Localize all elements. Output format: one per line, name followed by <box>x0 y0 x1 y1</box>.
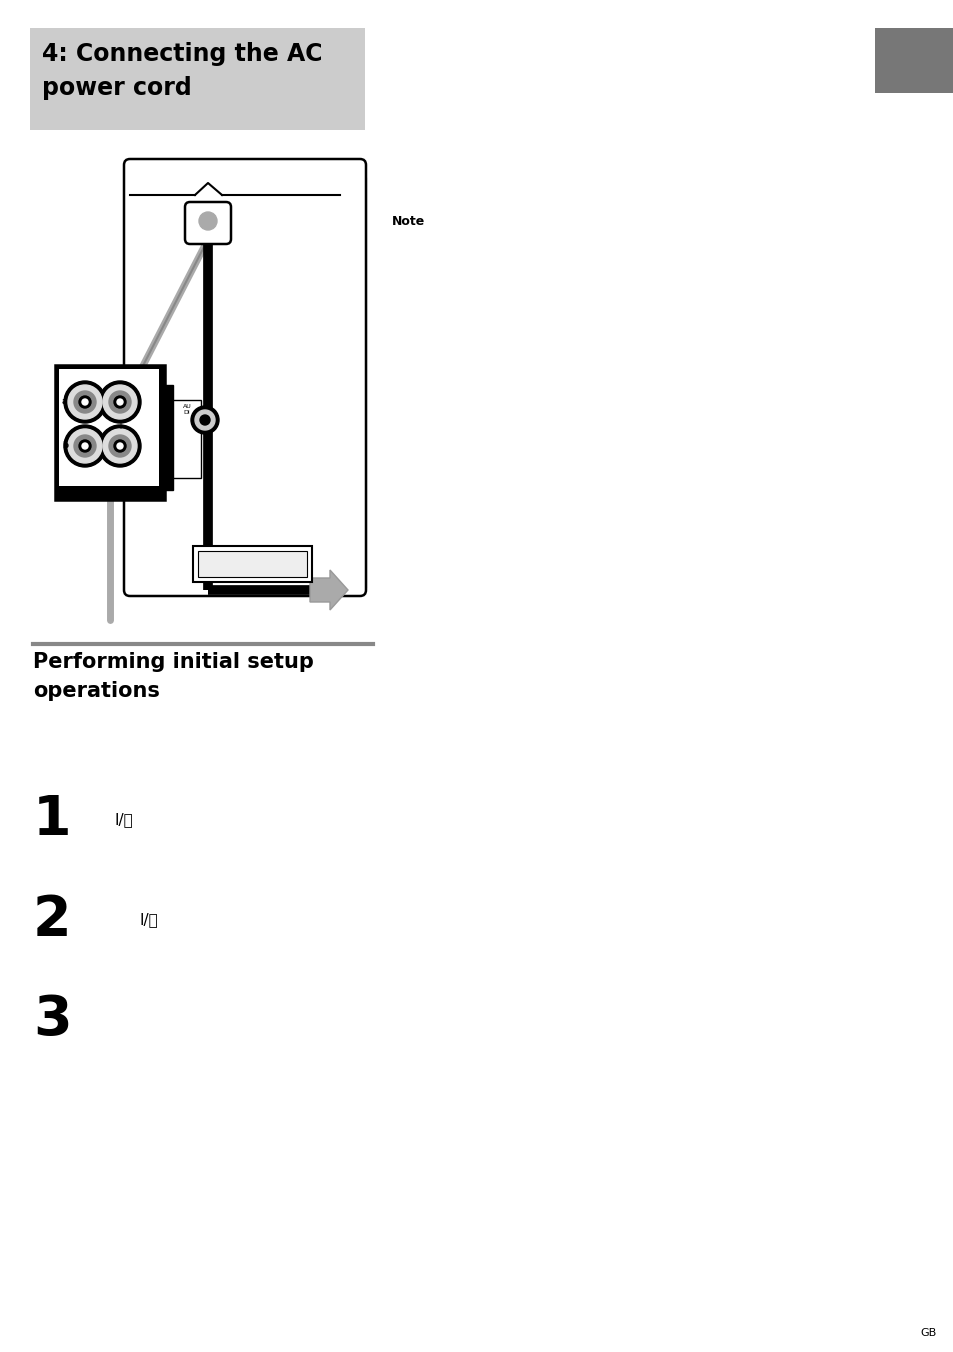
FancyBboxPatch shape <box>55 365 165 500</box>
Text: I/⏻: I/⏻ <box>115 813 133 827</box>
Text: 3: 3 <box>33 992 71 1046</box>
Circle shape <box>68 429 102 462</box>
FancyBboxPatch shape <box>185 201 231 243</box>
FancyBboxPatch shape <box>124 160 366 596</box>
FancyBboxPatch shape <box>335 174 366 592</box>
FancyBboxPatch shape <box>172 400 201 479</box>
Circle shape <box>99 381 141 423</box>
Circle shape <box>109 435 131 457</box>
Text: 2: 2 <box>33 894 71 946</box>
Circle shape <box>74 391 96 412</box>
Circle shape <box>64 425 106 466</box>
Text: AU
DI: AU DI <box>182 404 192 415</box>
Circle shape <box>117 443 123 449</box>
Text: I/⏻: I/⏻ <box>140 913 158 927</box>
Circle shape <box>113 439 126 452</box>
FancyBboxPatch shape <box>154 385 172 489</box>
Circle shape <box>82 443 88 449</box>
Circle shape <box>79 439 91 452</box>
FancyBboxPatch shape <box>874 28 953 93</box>
Text: Performing initial setup
operations: Performing initial setup operations <box>33 652 314 700</box>
Circle shape <box>194 410 214 430</box>
Circle shape <box>191 406 219 434</box>
Text: 1: 1 <box>33 794 71 846</box>
Circle shape <box>99 425 141 466</box>
Text: a: a <box>62 397 68 406</box>
FancyBboxPatch shape <box>55 485 165 500</box>
Circle shape <box>68 385 102 419</box>
Circle shape <box>117 399 123 406</box>
Text: 4: Connecting the AC
power cord: 4: Connecting the AC power cord <box>42 42 322 100</box>
Circle shape <box>113 396 126 408</box>
Text: GB: GB <box>919 1328 935 1338</box>
Text: b: b <box>62 441 68 450</box>
FancyBboxPatch shape <box>198 552 307 577</box>
Circle shape <box>109 391 131 412</box>
Text: –: – <box>83 420 88 431</box>
Circle shape <box>200 415 210 425</box>
Circle shape <box>103 429 137 462</box>
Circle shape <box>64 381 106 423</box>
FancyBboxPatch shape <box>30 28 365 130</box>
Circle shape <box>74 435 96 457</box>
Circle shape <box>79 396 91 408</box>
Polygon shape <box>310 571 348 610</box>
FancyBboxPatch shape <box>193 546 312 581</box>
Text: Note: Note <box>392 215 425 228</box>
Circle shape <box>103 385 137 419</box>
Circle shape <box>82 399 88 406</box>
Circle shape <box>199 212 216 230</box>
Text: +: + <box>116 420 124 431</box>
FancyBboxPatch shape <box>59 369 159 496</box>
